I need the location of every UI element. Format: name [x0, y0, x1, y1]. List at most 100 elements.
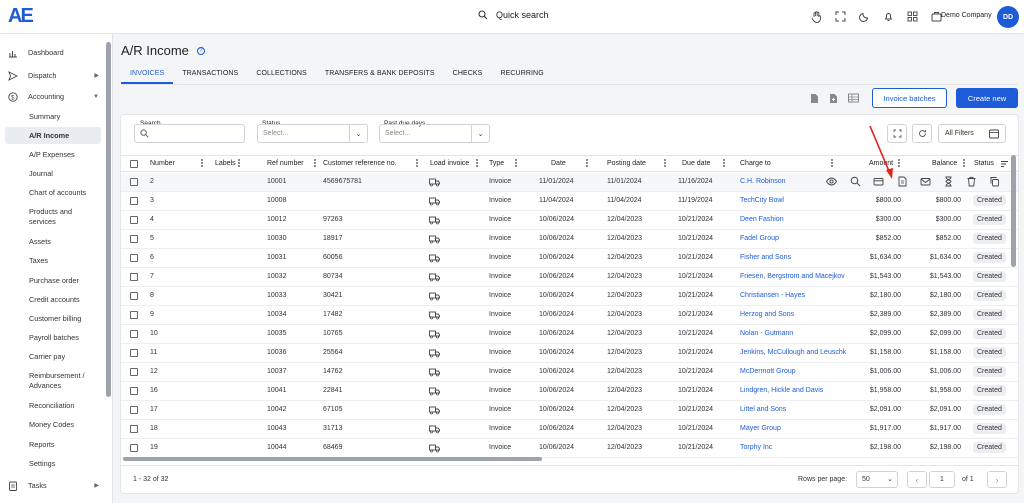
- sidebar-item-products-and-services[interactable]: Products and services: [29, 207, 72, 226]
- cell-charge-to[interactable]: Fadel Group: [740, 235, 779, 242]
- sidebar-item-customer-billing[interactable]: Customer billing: [29, 314, 82, 323]
- row-checkbox[interactable]: [130, 425, 138, 433]
- column-menu-icon[interactable]: [831, 159, 833, 168]
- table-row[interactable]: 19 10044 68469 Invoice 10/06/2024 12/04/2023 1…: [121, 439, 1018, 458]
- table-horizontal-scrollbar[interactable]: [123, 457, 542, 461]
- sidebar-item-credit-accounts[interactable]: Credit accounts: [29, 295, 80, 304]
- row-action-eye-icon[interactable]: [825, 176, 838, 187]
- invoice-batches-button[interactable]: Invoice batches: [872, 88, 947, 108]
- row-checkbox[interactable]: [130, 349, 138, 357]
- sidebar-item-ap-expenses[interactable]: A/P Expenses: [29, 150, 75, 159]
- table-row[interactable]: 17 10042 67105 Invoice 10/06/2024 12/04/2023 1…: [121, 401, 1018, 420]
- avatar[interactable]: DD: [997, 6, 1019, 28]
- column-due-date[interactable]: Due date: [682, 160, 711, 167]
- column-posting-date[interactable]: Posting date: [607, 160, 646, 167]
- cell-charge-to[interactable]: Fisher and Sons: [740, 254, 791, 261]
- row-checkbox[interactable]: [130, 330, 138, 338]
- row-checkbox[interactable]: [130, 292, 138, 300]
- sidebar-item-taxes[interactable]: Taxes: [29, 256, 49, 265]
- help-icon[interactable]: ?: [196, 46, 205, 55]
- truck-icon[interactable]: [429, 234, 440, 244]
- sidebar-item-summary[interactable]: Summary: [29, 112, 61, 121]
- sidebar-item-carrier-pay[interactable]: Carrier pay: [29, 352, 66, 361]
- tab-recurring[interactable]: RECURRING: [500, 70, 544, 77]
- apps-grid-icon[interactable]: [906, 10, 919, 23]
- row-checkbox[interactable]: [130, 444, 138, 452]
- column-date[interactable]: Date: [551, 160, 566, 167]
- column-settings-icon[interactable]: [1000, 160, 1009, 168]
- file-icon[interactable]: [810, 93, 820, 104]
- sidebar-item-chart-of-accounts[interactable]: Chart of accounts: [29, 188, 87, 197]
- cell-charge-to[interactable]: Jenkins, McCullough and Leuschk: [740, 349, 847, 356]
- column-ref-number[interactable]: Ref number: [267, 160, 304, 167]
- tab-transfers-bank-deposits[interactable]: TRANSFERS & BANK DEPOSITS: [324, 70, 435, 77]
- sidebar-item-settings[interactable]: Settings: [29, 459, 56, 468]
- column-number[interactable]: Number: [150, 160, 175, 167]
- table-row[interactable]: 16 10041 22841 Invoice 10/06/2024 12/04/2023 1…: [121, 382, 1018, 401]
- column-charge-to[interactable]: Charge to: [740, 160, 771, 167]
- row-action-search-icon[interactable]: [850, 176, 861, 187]
- tab-invoices[interactable]: INVOICES: [121, 67, 174, 84]
- all-filters-button[interactable]: All Filters: [938, 124, 1006, 143]
- cell-charge-to[interactable]: Mayer Group: [740, 425, 781, 432]
- sidebar-item-journal[interactable]: Journal: [29, 169, 53, 178]
- row-checkbox[interactable]: [130, 311, 138, 319]
- next-page-button[interactable]: ›: [987, 471, 1007, 488]
- sidebar-scrollbar[interactable]: [106, 42, 111, 397]
- row-checkbox[interactable]: [130, 197, 138, 205]
- column-labels[interactable]: Labels: [215, 160, 236, 167]
- sidebar-item-assets[interactable]: Assets: [29, 237, 51, 246]
- column-menu-icon[interactable]: [664, 159, 666, 168]
- column-amount[interactable]: Amount: [869, 160, 894, 167]
- table-row[interactable]: 9 10034 17482 Invoice 10/06/2024 12/04/2023 10…: [121, 306, 1018, 325]
- table-row[interactable]: 4 10012 97263 Invoice 10/06/2024 12/04/2023 10…: [121, 211, 1018, 230]
- search-input[interactable]: [134, 124, 245, 143]
- truck-icon[interactable]: [429, 329, 440, 339]
- row-action-copy-icon[interactable]: [989, 176, 1000, 187]
- truck-icon[interactable]: [429, 291, 440, 301]
- cell-charge-to[interactable]: C.H. Robinson: [740, 178, 786, 185]
- app-logo[interactable]: AE: [8, 5, 34, 27]
- moon-icon[interactable]: [858, 10, 871, 23]
- sidebar-item-reports[interactable]: Reports: [29, 440, 55, 449]
- sidebar-item-tasks[interactable]: Tasks ▶: [8, 477, 104, 494]
- past-due-select[interactable]: Select... ⌄: [379, 124, 490, 143]
- cell-charge-to[interactable]: McDermott Group: [740, 368, 796, 375]
- column-customer-reference[interactable]: Customer reference no.: [323, 160, 397, 167]
- row-checkbox[interactable]: [130, 273, 138, 281]
- truck-icon[interactable]: [429, 196, 440, 206]
- column-menu-icon[interactable]: [238, 159, 240, 168]
- page-input[interactable]: 1: [929, 471, 955, 488]
- sidebar-item-ar-income[interactable]: A/R Income: [5, 127, 101, 144]
- truck-icon[interactable]: [429, 253, 440, 263]
- table-row[interactable]: 2 10001 4569675781 Invoice 11/01/2024 11/01/2…: [121, 173, 1018, 192]
- column-load-invoice[interactable]: Load invoice: [430, 160, 470, 167]
- quick-search[interactable]: Quick search: [478, 10, 549, 20]
- status-select[interactable]: Select... ⌄: [257, 124, 368, 143]
- column-menu-icon[interactable]: [201, 159, 203, 168]
- table-icon[interactable]: [848, 93, 859, 104]
- tab-collections[interactable]: COLLECTIONS: [256, 70, 307, 77]
- sidebar-item-dashboard[interactable]: Dashboard: [8, 44, 104, 61]
- sidebar-item-reconciliation[interactable]: Reconciliation: [29, 401, 75, 410]
- row-checkbox[interactable]: [130, 216, 138, 224]
- row-action-document-icon[interactable]: [897, 176, 908, 187]
- tab-transactions[interactable]: TRANSACTIONS: [182, 70, 239, 77]
- truck-icon[interactable]: [429, 386, 440, 396]
- company-icon[interactable]: [930, 10, 943, 23]
- sidebar-item-money-codes[interactable]: Money Codes: [29, 420, 75, 429]
- row-action-mail-icon[interactable]: [920, 176, 931, 187]
- truck-icon[interactable]: [429, 367, 440, 377]
- row-checkbox[interactable]: [130, 406, 138, 414]
- sidebar-item-payroll-batches[interactable]: Payroll batches: [29, 333, 79, 342]
- truck-icon[interactable]: [429, 310, 440, 320]
- truck-icon[interactable]: [429, 424, 440, 434]
- cell-charge-to[interactable]: TechCity Bowl: [740, 197, 784, 204]
- truck-icon[interactable]: [429, 272, 440, 282]
- rows-per-page-select[interactable]: 50 ⌄: [856, 471, 898, 488]
- cell-charge-to[interactable]: Littel and Sons: [740, 406, 787, 413]
- column-balance[interactable]: Balance: [932, 160, 958, 167]
- cell-charge-to[interactable]: Nolan - Gutmann: [740, 330, 794, 337]
- truck-icon[interactable]: [429, 405, 440, 415]
- column-menu-icon[interactable]: [898, 159, 900, 168]
